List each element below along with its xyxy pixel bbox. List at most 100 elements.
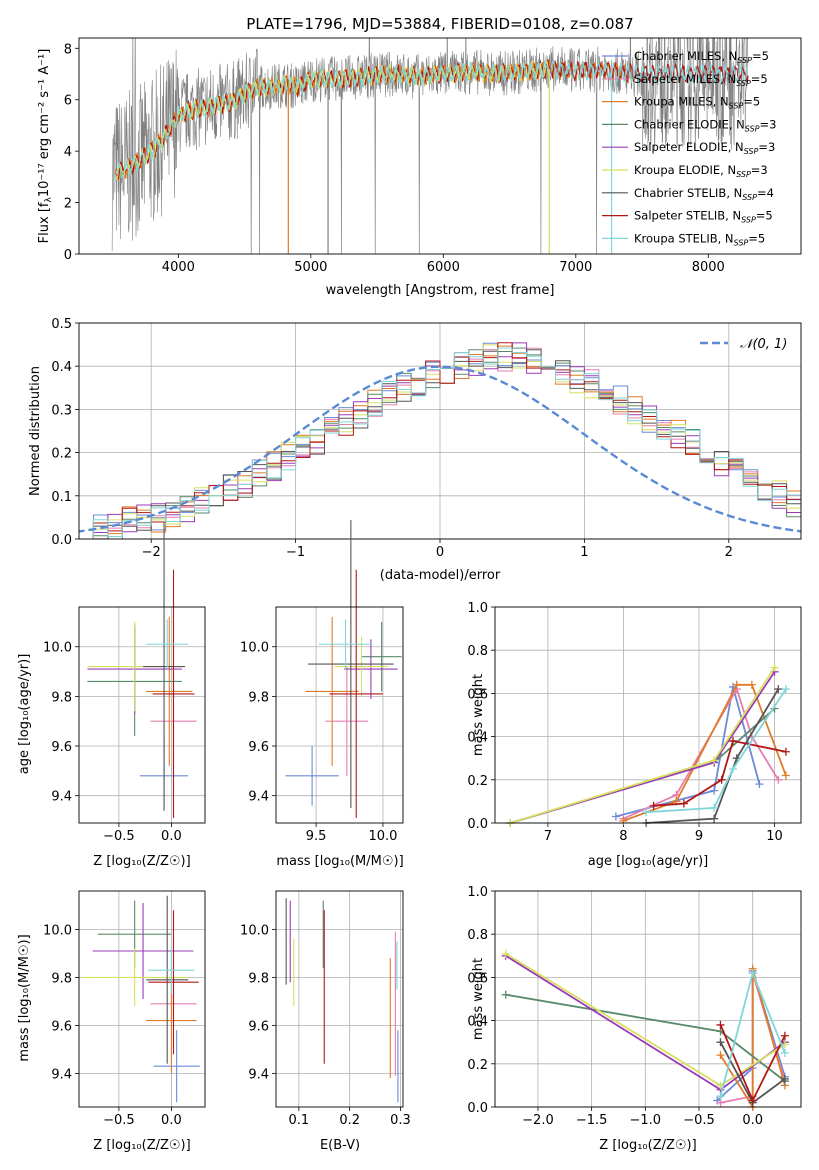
weight-marker [729, 736, 737, 745]
age-z-ylabel: age [log₁₀(age/yr)] [17, 654, 32, 775]
weight-age-ylabel: mass weight [471, 674, 486, 756]
y-tick-label: 0.1 [51, 490, 72, 505]
legend-entry: Salpeter STELIB, NSSP=5 [634, 209, 773, 225]
age-z-xlabel: Z [log₁₀(Z/Z☉)] [93, 854, 190, 869]
histogram-step [79, 345, 801, 539]
y-tick-label: 9.4 [51, 1067, 72, 1082]
weight-z-xlabel: Z [log₁₀(Z/Z☉)] [599, 1138, 696, 1153]
mass-vs-ebv-frame [275, 890, 404, 1108]
age-vs-Z-axes: −0.5 0.0 9.4 9.6 9.8 10.0 [43, 607, 205, 844]
weight-vs-age-series [506, 663, 790, 827]
y-tick-label: 0.6 [467, 687, 488, 702]
y-tick-label: 2 [64, 197, 72, 212]
y-tick-label: 1.0 [467, 601, 488, 616]
weight-marker [755, 780, 764, 789]
legend-entry: Chabrier STELIB, NSSP=4 [634, 186, 774, 202]
weight-vs-Z-frame [494, 890, 802, 1108]
x-tick-label: 0.0 [161, 1113, 182, 1128]
weight-line [719, 968, 786, 1111]
mass-ebv-xlabel: E(B-V) [320, 1138, 360, 1153]
y-tick-label: 0.8 [467, 928, 488, 943]
weight-marker [710, 803, 719, 812]
x-tick-label: 0.0 [161, 829, 182, 844]
age-mass-xlabel: mass [log₁₀(M/M☉)] [276, 854, 403, 869]
weight-marker [780, 1031, 789, 1040]
spectrum-ylabel: Flux [fλ10⁻¹⁷ erg cm⁻² s⁻¹ A⁻¹] [37, 49, 54, 244]
weight-marker [642, 808, 651, 817]
age-vs-Z-frame [78, 606, 206, 824]
y-tick-label: 10.0 [43, 641, 72, 656]
y-tick-label: 0.6 [467, 971, 488, 986]
weight-marker [748, 969, 757, 978]
y-tick-label: 0.0 [467, 817, 488, 832]
x-tick-label: −0.5 [103, 1113, 135, 1128]
x-tick-label: −1 [286, 545, 305, 560]
chart-title: PLATE=1796, MJD=53884, FIBERID=0108, z=0… [246, 15, 633, 33]
y-tick-label: 0.4 [467, 731, 488, 746]
y-tick-label: 9.8 [248, 690, 269, 705]
weight-marker [501, 949, 510, 958]
weight-marker [774, 685, 783, 694]
y-tick-label: 9.8 [51, 690, 72, 705]
mass-vs-Z-frame [78, 890, 206, 1108]
weight-marker [679, 799, 688, 808]
y-tick-label: 9.8 [51, 971, 72, 986]
x-tick-label: 9 [695, 829, 703, 844]
weight-marker [501, 990, 510, 999]
mass-vs-ebv-points [285, 898, 399, 1103]
legend-entry: Kroupa ELODIE, NSSP=3 [634, 163, 768, 179]
histogram-frame [78, 322, 802, 540]
legend-entry: Chabrier ELODIE, NSSP=3 [634, 117, 776, 133]
mass-z-ylabel: mass [log₁₀(M/M☉)] [17, 934, 32, 1061]
histogram-step [79, 347, 801, 539]
x-tick-label: 0 [436, 545, 444, 560]
weight-age-xlabel: age [log₁₀(age/yr)] [588, 854, 709, 869]
x-tick-label: 9.5 [306, 829, 327, 844]
y-tick-label: 0.4 [51, 360, 72, 375]
y-tick-label: 0.2 [467, 1058, 488, 1073]
weight-marker [710, 814, 719, 823]
weight-marker [770, 663, 779, 672]
spectrum-frame [78, 37, 802, 255]
weight-marker [774, 775, 783, 784]
spectrum-plot [111, 38, 749, 254]
weight-marker [780, 1049, 789, 1057]
weight-marker [717, 775, 726, 784]
x-tick-label: 5000 [294, 260, 327, 275]
weight-marker [649, 801, 658, 810]
legend-entry: Salpeter ELODIE, NSSP=3 [634, 140, 775, 156]
residual-xlabel: (data-model)/error [380, 568, 501, 583]
histogram-step [79, 342, 801, 539]
x-tick-label: 6000 [427, 260, 460, 275]
y-tick-label: 0.0 [51, 533, 72, 548]
weight-marker [611, 812, 620, 821]
weight-z-ylabel: mass weight [471, 958, 486, 1040]
y-tick-label: 9.6 [51, 1019, 72, 1034]
x-tick-label: −0.5 [103, 829, 135, 844]
mass-z-xlabel: Z [log₁₀(Z/Z☉)] [93, 1138, 190, 1153]
mass-vs-ebv-axes: 0.1 0.2 0.3 9.4 9.6 9.8 10.0 [240, 891, 411, 1128]
y-tick-label: 10.0 [43, 923, 72, 938]
legend-entry: Salpeter MILES, NSSP=5 [634, 72, 768, 88]
weight-marker [732, 680, 741, 689]
age-vs-mass-axes: 9.5 10.0 9.4 9.6 9.8 10.0 [240, 607, 403, 844]
y-tick-label: 10.0 [240, 641, 269, 656]
y-tick-label: 4 [64, 145, 72, 160]
age-vs-mass-points [285, 520, 402, 819]
x-tick-label: 7 [544, 829, 552, 844]
weight-marker [781, 685, 790, 694]
y-tick-label: 9.4 [248, 1067, 269, 1082]
histogram-step [79, 349, 801, 539]
weight-marker [748, 1096, 757, 1105]
age-vs-Z-points [87, 522, 197, 819]
x-tick-label: 1 [580, 545, 588, 560]
y-tick-label: 9.6 [248, 740, 269, 755]
mass-vs-Z-axes: −0.5 0.0 9.4 9.6 9.8 10.0 [43, 891, 205, 1128]
weight-marker [716, 1051, 725, 1060]
spectrum-xlabel: wavelength [Angstrom, rest frame] [326, 283, 555, 298]
x-tick-label: 0.2 [339, 1113, 360, 1128]
x-tick-label: 0.3 [390, 1113, 411, 1128]
x-tick-label: 10.0 [368, 829, 397, 844]
weight-vs-Z-axes: −2.0 −1.5 −1.0 −0.5 0.0 0.0 0.2 0.4 0.6 0.8 1.0 [467, 885, 801, 1128]
y-tick-label: 9.8 [248, 971, 269, 986]
